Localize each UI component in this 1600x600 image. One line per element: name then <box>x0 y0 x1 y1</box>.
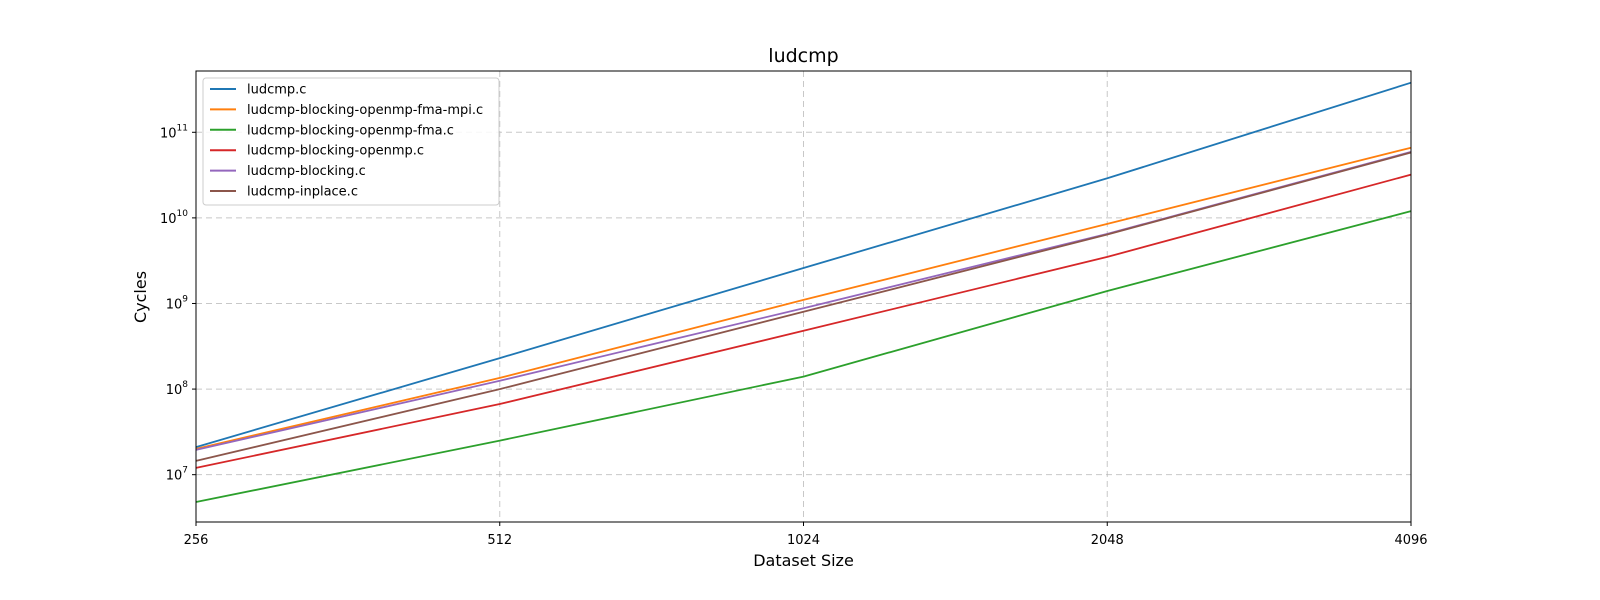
y-axis-label: Cycles <box>131 271 150 323</box>
x-tick-label: 2048 <box>1091 533 1124 548</box>
series-line <box>195 81 1412 448</box>
series-line <box>195 146 1412 450</box>
axis-ticks: 256 512 1024 2048 4096 107 108 109 1010 1011 <box>160 123 1428 548</box>
y-tick-label: 108 <box>166 380 189 398</box>
series-line <box>195 210 1412 503</box>
legend-label: ludcmp-blocking-openmp-fma-mpi.c <box>247 103 483 118</box>
legend-label: ludcmp-inplace.c <box>247 185 358 200</box>
x-tick-label: 256 <box>184 533 209 548</box>
legend-box <box>202 77 500 206</box>
x-tick-label: 4096 <box>1394 533 1427 548</box>
legend-label: ludcmp-blocking-openmp.c <box>247 144 424 159</box>
x-tick-label: 1024 <box>787 533 820 548</box>
series-line <box>195 173 1412 469</box>
legend-label: ludcmp.c <box>247 83 306 98</box>
legend-label: ludcmp-blocking-openmp-fma.c <box>247 123 454 138</box>
x-axis-label: Dataset Size <box>753 551 854 570</box>
y-tick-label: 1010 <box>160 209 188 227</box>
series-lines <box>195 81 1412 503</box>
legend-label: ludcmp-blocking.c <box>247 164 366 179</box>
legend: ludcmp.c ludcmp-blocking-openmp-fma-mpi.c… <box>202 77 500 206</box>
x-tick-label: 512 <box>487 533 512 548</box>
series-line <box>195 151 1412 462</box>
y-tick-label: 109 <box>166 294 189 312</box>
chart-title: ludcmp <box>768 45 838 67</box>
y-tick-label: 107 <box>166 466 188 484</box>
y-tick-label: 1011 <box>160 123 188 141</box>
